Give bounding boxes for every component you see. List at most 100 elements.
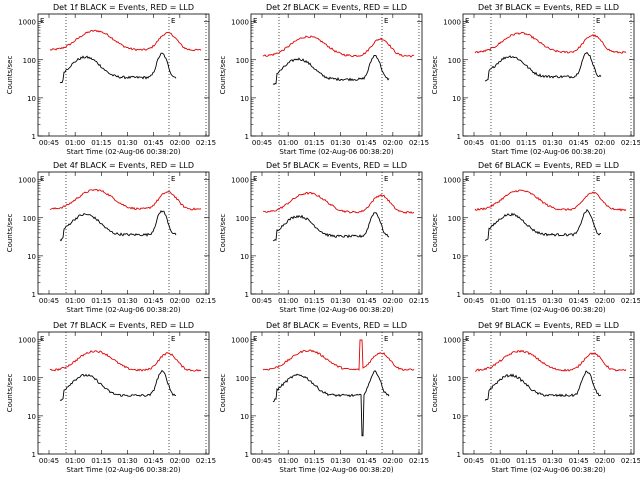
event-marker-label: E bbox=[384, 335, 388, 343]
panel-title: Det 1f BLACK = Events, RED = LLD bbox=[53, 3, 194, 12]
x-tick-label: 02:00 bbox=[170, 139, 190, 147]
y-tick-label: 1000 bbox=[443, 19, 461, 27]
series-lld bbox=[49, 350, 202, 372]
panel-7: Det 7f BLACK = Events, RED = LLD 1 10 100 10… bbox=[6, 321, 216, 474]
x-tick-label: 00:45 bbox=[464, 297, 484, 305]
x-tick-label: 01:45 bbox=[144, 139, 164, 147]
y-tick-label: 1000 bbox=[443, 337, 461, 345]
y-tick-label: 1000 bbox=[443, 177, 461, 185]
x-tick-label: 02:15 bbox=[621, 457, 640, 465]
y-tick-label: 10 bbox=[452, 413, 461, 421]
series-events bbox=[272, 55, 390, 85]
event-marker-label: E bbox=[465, 335, 469, 343]
x-tick-label: 01:00 bbox=[490, 139, 510, 147]
y-tick-label: 1000 bbox=[18, 19, 36, 27]
x-tick-label: 01:00 bbox=[65, 139, 85, 147]
event-marker-label: E bbox=[253, 175, 257, 183]
series-lld bbox=[262, 339, 415, 371]
panel-3: Det 3f BLACK = Events, RED = LLD 1 10 100 10… bbox=[431, 3, 640, 156]
x-tick-label: 01:30 bbox=[330, 457, 350, 465]
x-tick-label: 02:15 bbox=[621, 139, 640, 147]
y-tick-label: 100 bbox=[448, 57, 461, 65]
x-axis-label: Start Time (02-Aug-06 00:38:20) bbox=[66, 306, 180, 314]
x-tick-label: 01:45 bbox=[357, 297, 377, 305]
event-marker-label: E bbox=[253, 17, 257, 25]
panel-8: Det 8f BLACK = Events, RED = LLD 1 10 100 10… bbox=[219, 321, 429, 474]
y-axis-label: Counts/sec bbox=[219, 374, 227, 413]
panel-title: Det 8f BLACK = Events, RED = LLD bbox=[266, 321, 407, 330]
panel-title: Det 6f BLACK = Events, RED = LLD bbox=[478, 161, 619, 170]
panel-title: Det 7f BLACK = Events, RED = LLD bbox=[53, 321, 194, 330]
x-tick-label: 01:45 bbox=[569, 139, 589, 147]
x-tick-label: 02:00 bbox=[170, 457, 190, 465]
y-tick-label: 1 bbox=[32, 291, 36, 299]
x-axis-label: Start Time (02-Aug-06 00:38:20) bbox=[66, 466, 180, 474]
series-lld bbox=[49, 188, 202, 211]
series-events bbox=[59, 52, 177, 84]
x-tick-label: 01:30 bbox=[542, 297, 562, 305]
x-axis-label: Start Time (02-Aug-06 00:38:20) bbox=[279, 306, 393, 314]
panel-1: Det 1f BLACK = Events, RED = LLD 1 10 100 10… bbox=[6, 3, 216, 156]
y-tick-label: 100 bbox=[448, 215, 461, 223]
y-tick-label: 1 bbox=[245, 451, 249, 459]
x-tick-label: 01:00 bbox=[278, 297, 298, 305]
x-axis-label: Start Time (02-Aug-06 00:38:20) bbox=[66, 148, 180, 156]
event-marker-label: E bbox=[253, 335, 257, 343]
x-tick-label: 01:15 bbox=[516, 457, 536, 465]
x-tick-label: 01:15 bbox=[516, 297, 536, 305]
y-tick-label: 1000 bbox=[231, 19, 249, 27]
x-axis-label: Start Time (02-Aug-06 00:38:20) bbox=[491, 306, 605, 314]
x-tick-label: 01:00 bbox=[65, 297, 85, 305]
series-lld bbox=[474, 349, 627, 372]
series-lld bbox=[263, 191, 415, 215]
y-axis-label: Counts/sec bbox=[6, 214, 14, 253]
y-tick-label: 1000 bbox=[18, 177, 36, 185]
x-tick-label: 02:15 bbox=[196, 139, 216, 147]
y-tick-label: 100 bbox=[23, 215, 36, 223]
y-tick-label: 1 bbox=[32, 133, 36, 141]
event-marker-label: E bbox=[384, 17, 388, 25]
x-axis-label: Start Time (02-Aug-06 00:38:20) bbox=[279, 148, 393, 156]
x-tick-label: 01:30 bbox=[542, 457, 562, 465]
y-tick-label: 10 bbox=[240, 95, 249, 103]
panel-4: Det 4f BLACK = Events, RED = LLD 1 10 100 10… bbox=[6, 161, 216, 314]
y-tick-label: 1 bbox=[457, 451, 461, 459]
x-tick-label: 01:45 bbox=[144, 297, 164, 305]
panel-title: Det 9f BLACK = Events, RED = LLD bbox=[478, 321, 619, 330]
y-tick-label: 100 bbox=[448, 375, 461, 383]
x-tick-label: 00:45 bbox=[464, 457, 484, 465]
x-axis-label: Start Time (02-Aug-06 00:38:20) bbox=[491, 466, 605, 474]
event-marker-label: E bbox=[171, 17, 175, 25]
event-marker-label: E bbox=[465, 17, 469, 25]
x-tick-label: 01:15 bbox=[304, 139, 324, 147]
series-events bbox=[484, 370, 602, 401]
x-tick-label: 00:45 bbox=[39, 139, 59, 147]
x-tick-label: 01:15 bbox=[91, 297, 111, 305]
x-tick-label: 01:15 bbox=[516, 139, 536, 147]
y-axis-label: Counts/sec bbox=[6, 56, 14, 95]
series-events bbox=[272, 370, 390, 437]
x-tick-label: 01:00 bbox=[490, 457, 510, 465]
x-tick-label: 00:45 bbox=[252, 139, 272, 147]
x-tick-label: 01:30 bbox=[330, 139, 350, 147]
x-tick-label: 01:15 bbox=[91, 139, 111, 147]
x-axis-label: Start Time (02-Aug-06 00:38:20) bbox=[279, 466, 393, 474]
x-tick-label: 01:30 bbox=[117, 297, 137, 305]
x-tick-label: 00:45 bbox=[464, 139, 484, 147]
y-tick-label: 10 bbox=[27, 413, 36, 421]
x-tick-label: 02:00 bbox=[595, 139, 615, 147]
x-tick-label: 01:30 bbox=[117, 139, 137, 147]
x-tick-label: 02:15 bbox=[196, 297, 216, 305]
y-tick-label: 100 bbox=[236, 57, 249, 65]
event-marker-label: E bbox=[596, 17, 600, 25]
y-tick-label: 1 bbox=[457, 133, 461, 141]
panel-title: Det 5f BLACK = Events, RED = LLD bbox=[266, 161, 407, 170]
panel-2: Det 2f BLACK = Events, RED = LLD 1 10 100 10… bbox=[219, 3, 429, 156]
y-tick-label: 100 bbox=[236, 215, 249, 223]
event-marker-label: E bbox=[40, 335, 44, 343]
series-events bbox=[59, 369, 176, 401]
series-lld bbox=[262, 35, 415, 58]
y-tick-label: 100 bbox=[23, 57, 36, 65]
x-tick-label: 02:15 bbox=[409, 297, 429, 305]
